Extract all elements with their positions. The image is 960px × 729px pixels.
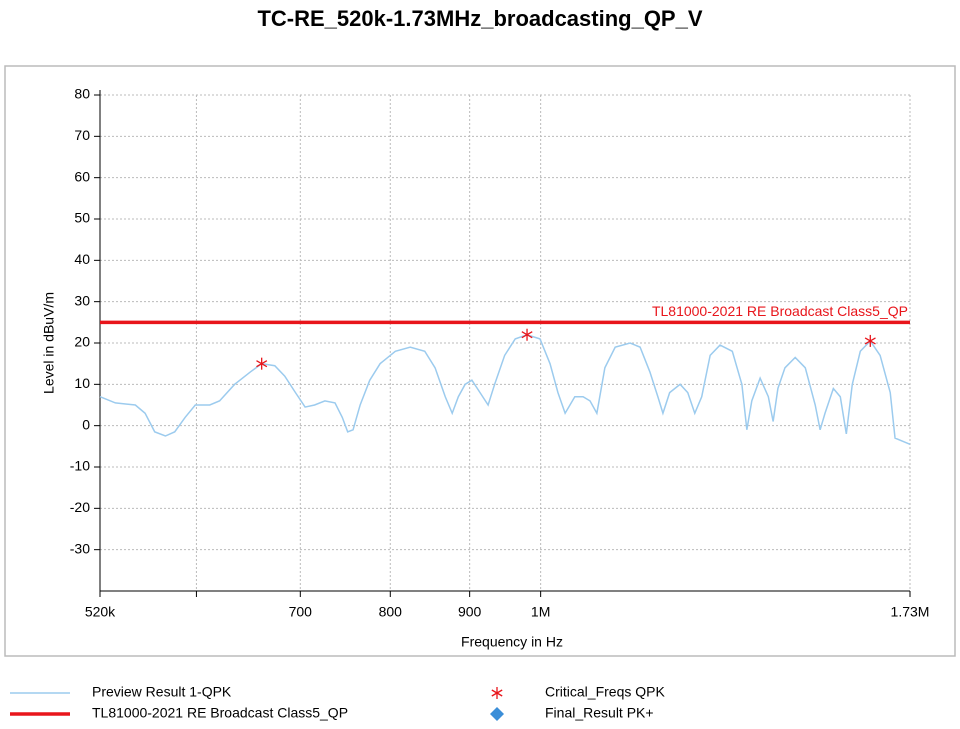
limit-annotation: TL81000-2021 RE Broadcast Class5_QP — [652, 303, 908, 319]
legend-label: Critical_Freqs QPK — [545, 684, 665, 700]
asterisk-stroke — [256, 360, 268, 368]
series-line — [99, 333, 911, 445]
x-tick-label: 1M — [531, 604, 550, 620]
legend-label: Final_Result PK+ — [545, 705, 654, 721]
y-tick-label: -10 — [70, 458, 90, 474]
chart-frame — [4, 65, 956, 657]
y-tick-label: 60 — [74, 168, 90, 184]
legend-swatch — [491, 687, 503, 699]
y-tick-label: -30 — [70, 540, 90, 556]
y-tick-label: 80 — [74, 86, 90, 102]
y-tick-label: 10 — [74, 375, 90, 391]
y-axis-label: Level in dBuV/m — [41, 292, 57, 394]
chart-title: TC-RE_520k-1.73MHz_broadcasting_QP_V — [257, 6, 702, 31]
asterisk-marker — [521, 328, 533, 341]
y-tick-label: 0 — [82, 416, 90, 432]
x-tick-label: 700 — [289, 604, 313, 620]
asterisk-stroke — [521, 331, 533, 339]
y-tick-label: 50 — [74, 210, 90, 226]
y-tick-label: 20 — [74, 334, 90, 350]
x-tick-label: 520k — [85, 604, 116, 620]
asterisk-stroke — [864, 337, 876, 345]
legend-label: Preview Result 1-QPK — [92, 684, 232, 700]
asterisk-stroke — [491, 689, 503, 697]
asterisk-marker — [256, 357, 268, 370]
asterisk-marker — [864, 334, 876, 347]
x-axis-label: Frequency in Hz — [461, 634, 563, 650]
x-tick-label: 900 — [458, 604, 482, 620]
legend-label: TL81000-2021 RE Broadcast Class5_QP — [92, 705, 348, 721]
x-tick-label: 1.73M — [891, 604, 930, 620]
y-tick-label: 30 — [74, 292, 90, 308]
x-tick-label: 800 — [379, 604, 403, 620]
legend-swatch — [490, 707, 504, 721]
y-tick-label: 70 — [74, 127, 90, 143]
y-tick-label: 40 — [74, 251, 90, 267]
y-tick-label: -20 — [70, 499, 90, 515]
